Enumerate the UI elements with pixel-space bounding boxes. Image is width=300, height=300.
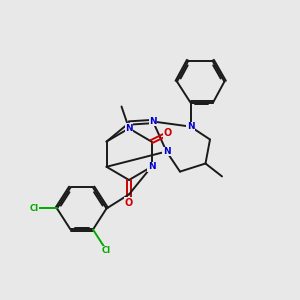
- Text: Cl: Cl: [102, 246, 111, 255]
- Text: N: N: [149, 117, 157, 126]
- Text: O: O: [164, 128, 172, 139]
- Text: N: N: [163, 147, 170, 156]
- Text: N: N: [187, 122, 194, 131]
- Text: N: N: [125, 124, 133, 133]
- Text: Cl: Cl: [30, 204, 39, 213]
- Text: N: N: [148, 162, 155, 171]
- Text: O: O: [125, 197, 133, 208]
